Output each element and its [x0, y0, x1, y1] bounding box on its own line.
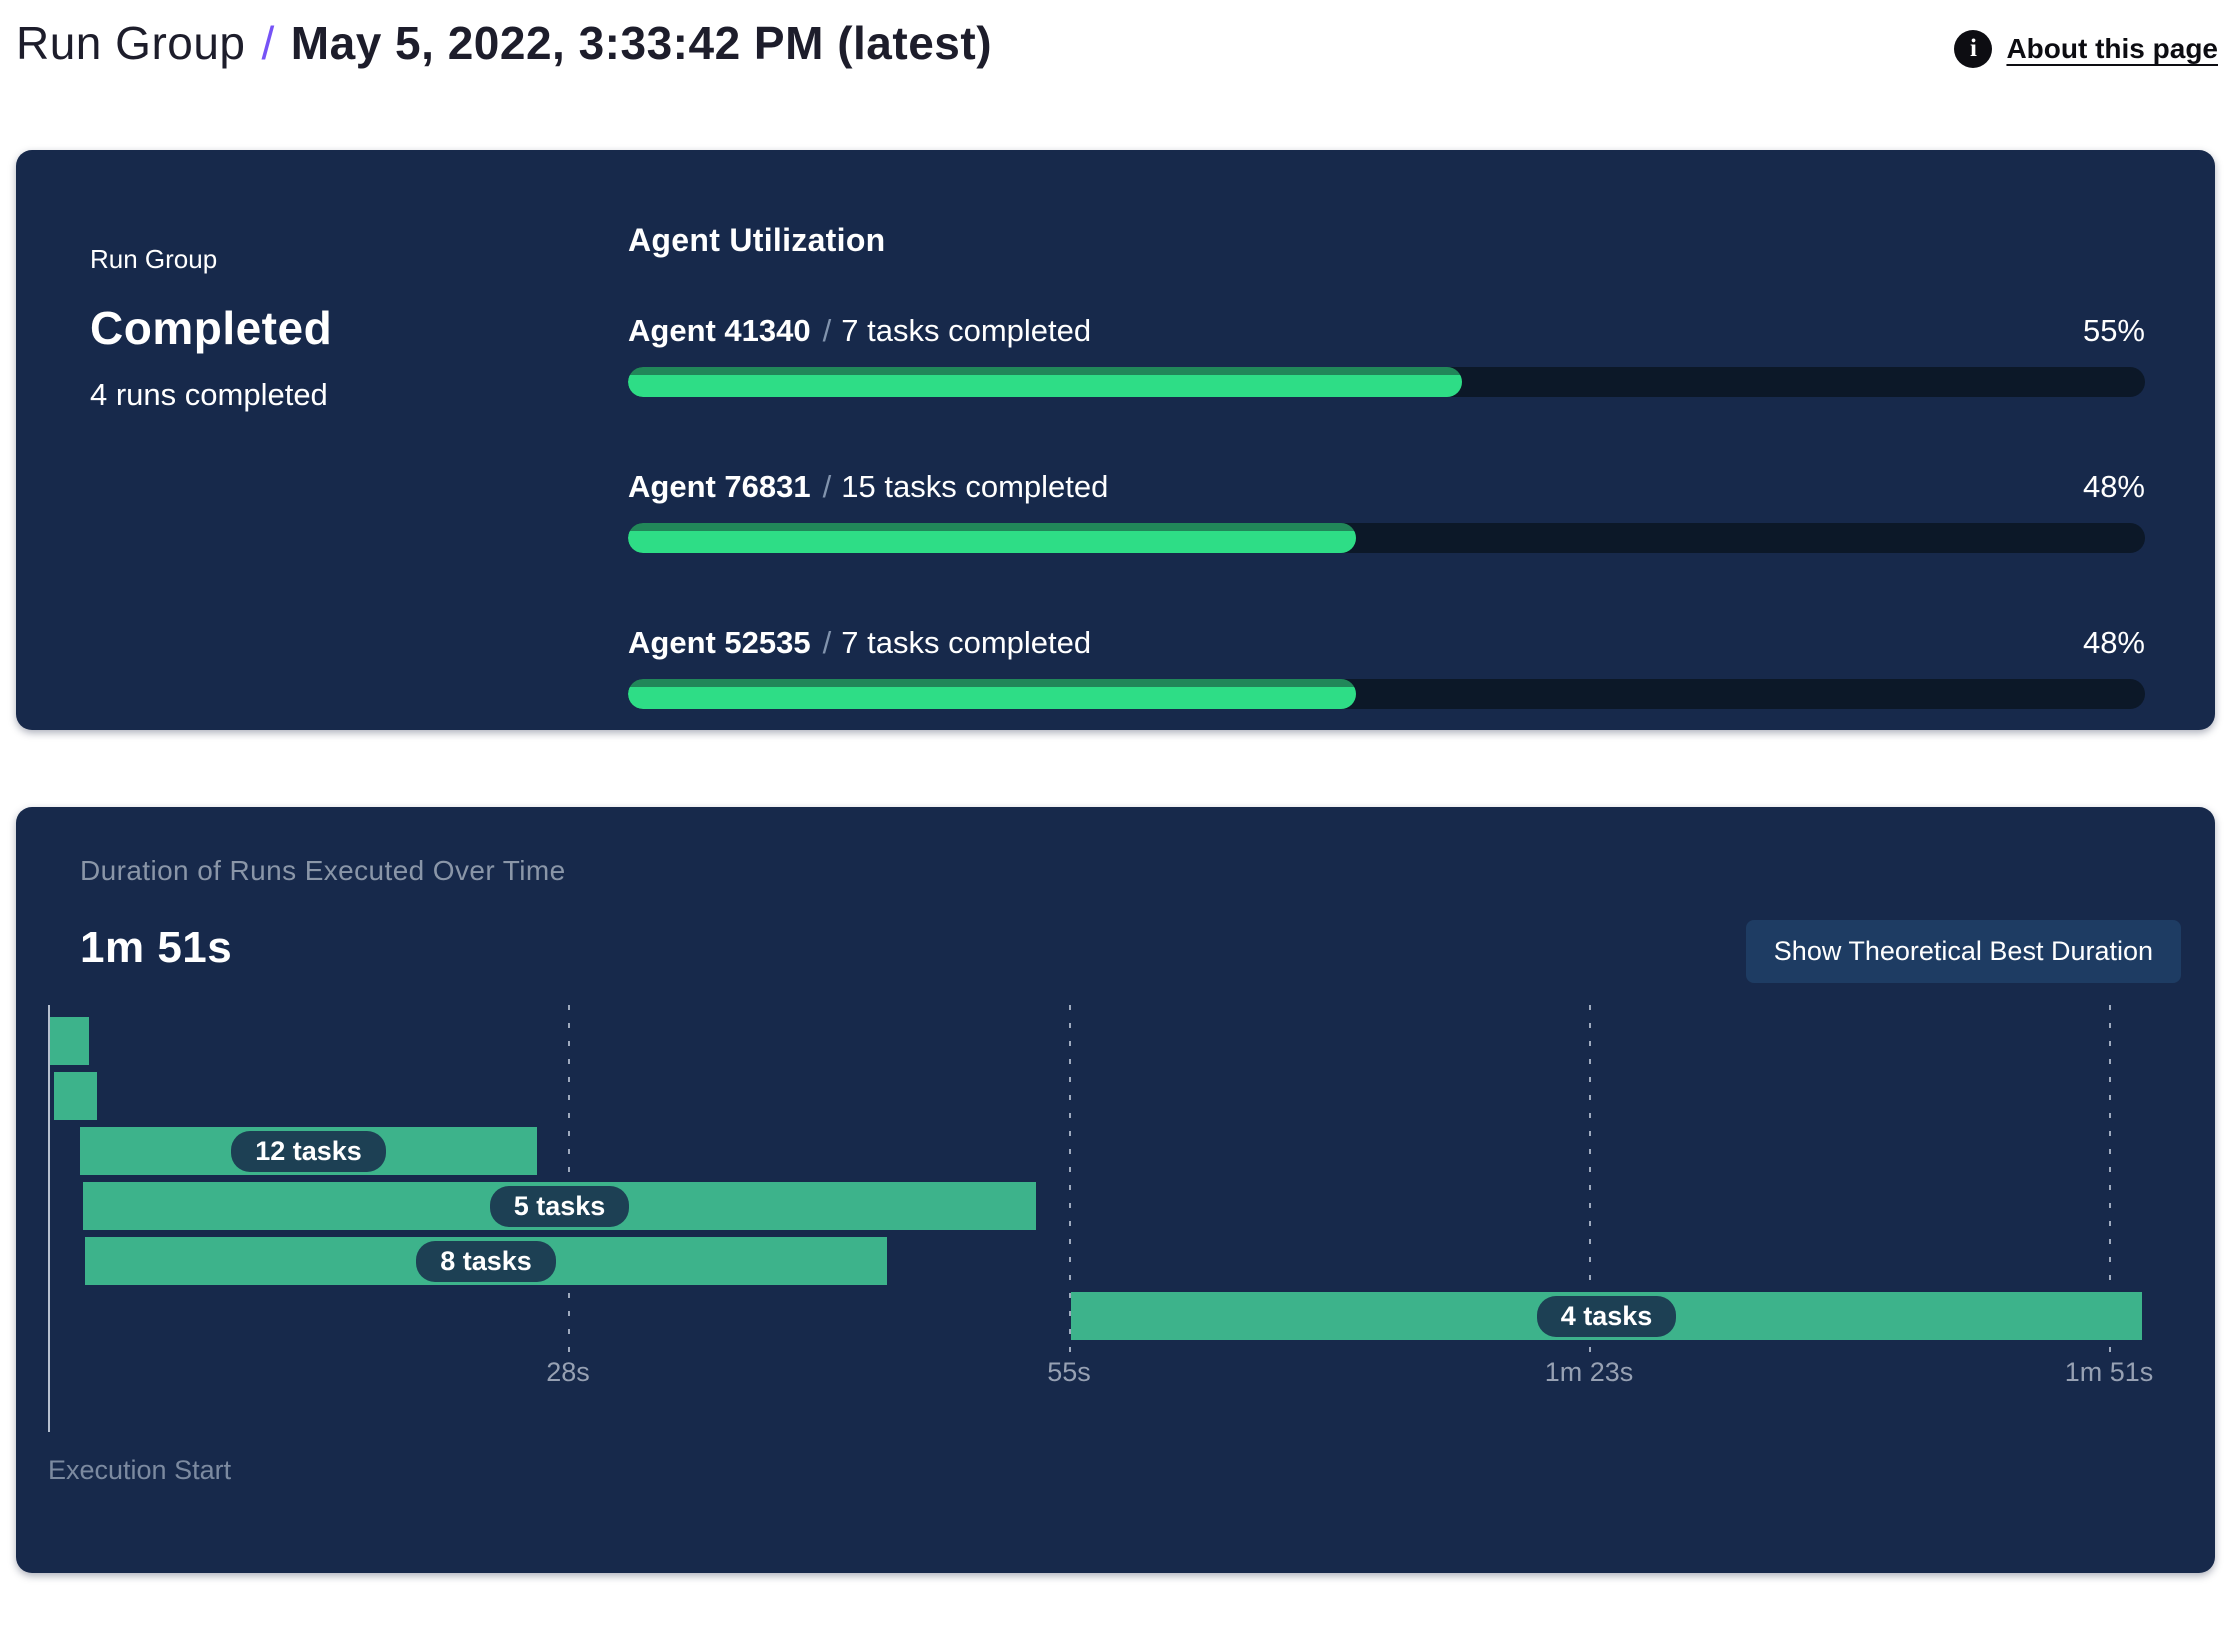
agent-utilization-percent: 48% [2082, 469, 2145, 504]
time-gridline [2109, 1005, 2111, 1357]
utilization-progressbar-track [628, 523, 2145, 553]
run-group-label: Run Group [90, 244, 218, 274]
run-duration-bar[interactable]: 5 tasks [83, 1182, 1036, 1230]
task-count-pill: 12 tasks [231, 1130, 386, 1172]
gantt-chart: 28s 55s 1m 23s 1m 51s 12 tasks 5 tasks 8 tasks… [48, 1005, 2158, 1445]
agent-utilization-section: Agent Utilization Agent 41340 / 7 tasks co… [628, 222, 2145, 730]
show-theoretical-best-duration-button[interactable]: Show Theoretical Best Duration [1745, 920, 2181, 983]
page-title: May 5, 2022, 3:33:42 PM (latest) [290, 17, 993, 69]
agent-label: Agent 52535 / 7 tasks completed [628, 625, 1091, 661]
agent-tasks-completed: 15 tasks completed [841, 469, 1109, 504]
time-tick-label: 1m 23s [1544, 1357, 1634, 1387]
run-group-summary-card: Run Group Completed 4 runs completed Age… [16, 150, 2215, 730]
utilization-progressbar-track [628, 679, 2145, 709]
total-duration-value: 1m 51s [80, 923, 233, 972]
agent-id: Agent 76831 [628, 469, 811, 504]
agent-label-separator: / [822, 625, 832, 660]
agent-label: Agent 41340 / 7 tasks completed [628, 313, 1091, 349]
agent-label: Agent 76831 / 15 tasks completed [628, 469, 1108, 505]
agent-utilization-row: Agent 52535 / 7 tasks completed 48% [628, 625, 2145, 709]
agent-tasks-completed: 7 tasks completed [841, 625, 1092, 660]
time-gridline [1589, 1005, 1591, 1357]
breadcrumb-separator: / [261, 17, 275, 69]
agent-label-separator: / [822, 469, 832, 504]
agent-utilization-percent: 55% [2082, 313, 2145, 348]
task-count-pill: 4 tasks [1536, 1295, 1677, 1337]
agent-label-separator: / [822, 313, 832, 348]
agent-utilization-percent: 48% [2082, 625, 2145, 660]
run-duration-bar[interactable]: 4 tasks [1071, 1292, 2142, 1340]
agent-utilization-row: Agent 76831 / 15 tasks completed 48% [628, 469, 2145, 553]
utilization-progressbar-track [628, 367, 2145, 397]
duration-over-time-card: Duration of Runs Executed Over Time 1m 5… [16, 807, 2215, 1573]
execution-start-axis-line [48, 1005, 50, 1432]
time-gridline [568, 1005, 570, 1357]
page-header: Run Group / May 5, 2022, 3:33:42 PM (lat… [0, 0, 2240, 150]
runs-completed-text: 4 runs completed [90, 377, 328, 412]
run-duration-bar[interactable]: 8 tasks [85, 1237, 887, 1285]
run-duration-bar[interactable] [50, 1017, 89, 1065]
agent-row-labels: Agent 41340 / 7 tasks completed 55% [628, 313, 2145, 349]
duration-chart-title: Duration of Runs Executed Over Time [80, 855, 566, 886]
agent-row-labels: Agent 52535 / 7 tasks completed 48% [628, 625, 2145, 661]
info-icon: i [1954, 30, 1993, 68]
about-link-label: About this page [2006, 33, 2218, 64]
execution-start-label: Execution Start [48, 1455, 232, 1485]
run-duration-bar[interactable]: 12 tasks [80, 1127, 537, 1175]
time-gridline [1069, 1005, 1071, 1357]
breadcrumb-root: Run Group [16, 17, 246, 69]
agent-utilization-row: Agent 41340 / 7 tasks completed 55% [628, 313, 2145, 397]
utilization-progressbar-fill [628, 367, 1463, 397]
time-tick-label: 28s [546, 1357, 590, 1387]
agent-row-labels: Agent 76831 / 15 tasks completed 48% [628, 469, 2145, 505]
run-group-status-block: Run Group Completed 4 runs completed [90, 222, 628, 730]
breadcrumb: Run Group / May 5, 2022, 3:33:42 PM (lat… [16, 16, 992, 70]
time-tick-label: 55s [1047, 1357, 1091, 1387]
run-duration-bar[interactable] [54, 1072, 97, 1120]
agent-id: Agent 41340 [628, 313, 811, 348]
agent-utilization-heading: Agent Utilization [628, 222, 886, 258]
time-tick-label: 1m 51s [2064, 1357, 2154, 1387]
utilization-progressbar-fill [628, 679, 1357, 709]
about-this-page-link[interactable]: i About this page [1954, 30, 2218, 68]
agent-id: Agent 52535 [628, 625, 811, 660]
utilization-progressbar-fill [628, 523, 1357, 553]
status-text: Completed [90, 302, 333, 354]
agent-tasks-completed: 7 tasks completed [841, 313, 1092, 348]
task-count-pill: 5 tasks [489, 1185, 630, 1227]
task-count-pill: 8 tasks [416, 1240, 556, 1282]
